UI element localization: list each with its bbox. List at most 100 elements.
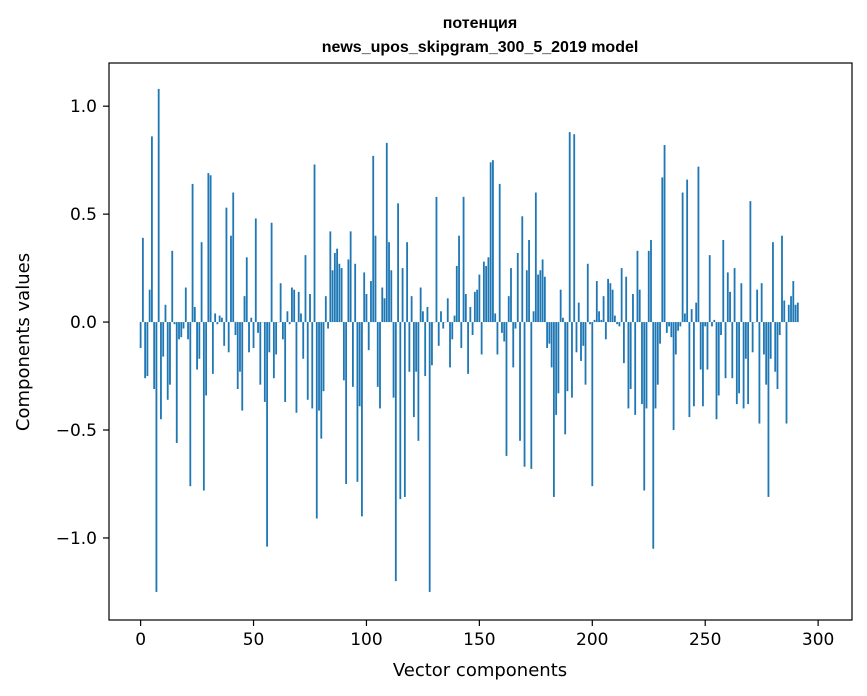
bar-3 xyxy=(146,322,149,377)
bar-149 xyxy=(476,289,479,323)
bar-191 xyxy=(571,322,573,398)
bar-285 xyxy=(783,300,786,323)
bar-98 xyxy=(361,322,363,517)
bar-95 xyxy=(354,263,357,323)
bar-161 xyxy=(503,322,506,342)
bar-275 xyxy=(760,283,763,323)
bar-171 xyxy=(525,270,528,323)
bar-276 xyxy=(763,322,765,355)
bar-150 xyxy=(478,274,481,323)
bar-168 xyxy=(519,322,521,441)
bar-51 xyxy=(254,218,257,323)
bar-148 xyxy=(473,291,476,323)
bar-117 xyxy=(403,322,406,497)
bar-143 xyxy=(462,196,465,323)
bar-195 xyxy=(580,322,582,361)
bars xyxy=(139,88,799,592)
bar-22 xyxy=(189,322,192,487)
bar-219 xyxy=(634,322,637,415)
bar-164 xyxy=(510,268,512,323)
bar-255 xyxy=(715,322,718,420)
bar-153 xyxy=(485,265,488,323)
bar-252 xyxy=(708,255,711,323)
bar-155 xyxy=(489,162,492,323)
plot-area-frame xyxy=(108,62,853,621)
bar-228 xyxy=(654,322,657,409)
bar-92 xyxy=(347,259,350,323)
bar-182 xyxy=(550,322,553,368)
bar-262 xyxy=(731,322,734,379)
bar-129 xyxy=(431,322,433,366)
bar-111 xyxy=(390,270,393,323)
bar-93 xyxy=(349,231,352,323)
bar-18 xyxy=(180,322,183,338)
bar-73 xyxy=(304,255,307,323)
bar-141 xyxy=(458,235,460,323)
bar-278 xyxy=(767,322,770,497)
bar-221 xyxy=(638,289,641,323)
bar-35 xyxy=(218,315,221,323)
y-tick-label-3: 0.5 xyxy=(70,205,97,225)
bar-81 xyxy=(322,322,325,392)
bar-238 xyxy=(677,322,680,331)
bar-231 xyxy=(661,177,664,323)
bar-14 xyxy=(171,250,174,323)
bar-17 xyxy=(178,322,180,340)
bar-291 xyxy=(796,302,799,323)
bar-68 xyxy=(293,289,296,323)
bar-166 xyxy=(514,322,517,329)
bar-156 xyxy=(492,160,494,323)
bar-178 xyxy=(541,259,544,323)
bar-158 xyxy=(496,322,499,355)
bar-192 xyxy=(573,134,576,323)
bar-184 xyxy=(555,322,558,415)
bar-100 xyxy=(365,294,368,323)
bar-142 xyxy=(460,322,463,348)
bar-76 xyxy=(311,322,314,409)
bar-242 xyxy=(686,179,689,323)
bar-244 xyxy=(690,309,693,323)
x-tick-label-5: 250 xyxy=(689,630,721,650)
bar-29 xyxy=(205,322,208,396)
bar-265 xyxy=(738,322,740,394)
bar-190 xyxy=(568,132,571,323)
bar-19 xyxy=(182,322,185,329)
bar-104 xyxy=(374,235,377,323)
bar-201 xyxy=(593,319,596,323)
bar-222 xyxy=(641,322,643,405)
bar-175 xyxy=(534,192,537,323)
bar-258 xyxy=(722,240,725,323)
bar-118 xyxy=(406,242,409,323)
bar-1 xyxy=(141,237,144,323)
bar-69 xyxy=(295,322,298,413)
bar-215 xyxy=(625,276,628,323)
bar-151 xyxy=(480,322,483,355)
x-tick-label-0: 0 xyxy=(135,630,146,650)
bar-99 xyxy=(363,272,366,323)
bar-146 xyxy=(469,306,472,323)
bar-120 xyxy=(410,296,413,323)
bar-63 xyxy=(281,322,284,340)
bar-260 xyxy=(726,272,729,323)
bar-83 xyxy=(327,322,329,329)
bar-114 xyxy=(397,203,399,323)
bar-199 xyxy=(589,322,591,325)
bar-8 xyxy=(157,88,160,323)
bar-273 xyxy=(756,289,759,323)
bar-42 xyxy=(234,322,237,336)
bar-280 xyxy=(772,242,774,323)
bar-24 xyxy=(193,306,196,323)
bar-167 xyxy=(516,252,519,323)
bar-31 xyxy=(209,175,212,323)
bar-281 xyxy=(774,322,777,372)
y-axis-ticks: −1.0 −0.5 0.0 0.5 1.0 xyxy=(56,97,109,549)
chart-title-line-2: news_upos_skipgram_300_5_2019 model xyxy=(322,39,639,56)
bar-210 xyxy=(613,315,616,323)
bar-183 xyxy=(552,322,555,497)
bar-89 xyxy=(340,268,343,323)
bar-209 xyxy=(611,289,614,323)
bar-154 xyxy=(487,257,490,323)
bar-214 xyxy=(623,322,625,364)
bar-196 xyxy=(582,322,585,346)
y-tick-label-0: −1.0 xyxy=(56,529,97,549)
